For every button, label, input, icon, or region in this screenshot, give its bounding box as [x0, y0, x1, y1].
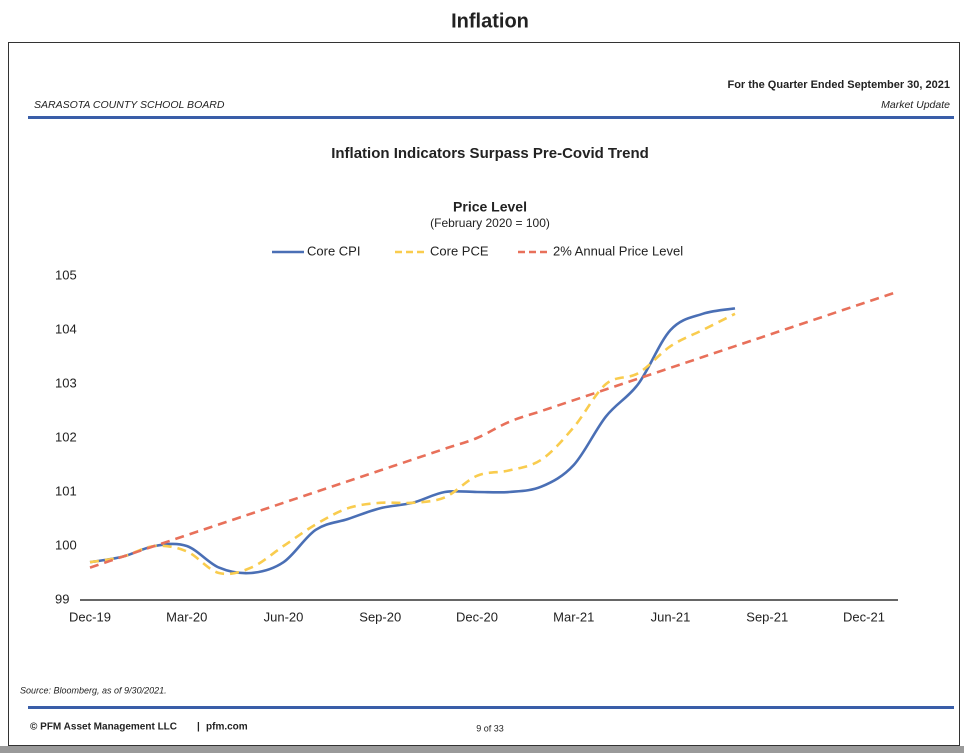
- legend-label: 2% Annual Price Level: [553, 243, 683, 258]
- footer-rule: [28, 706, 954, 709]
- x-tick-label: Sep-21: [746, 609, 788, 624]
- source: Source: Bloomberg, as of 9/30/2021.: [20, 685, 167, 695]
- x-tick-label: Jun-20: [264, 609, 304, 624]
- header-rule: [28, 116, 954, 119]
- x-tick-label: Dec-21: [843, 609, 885, 624]
- client: SARASOTA COUNTY SCHOOL BOARD: [34, 99, 225, 111]
- x-tick-label: Mar-21: [553, 609, 594, 624]
- frame: [8, 42, 960, 746]
- page-number: 9 of 33: [476, 723, 504, 733]
- y-tick-label: 105: [55, 267, 77, 282]
- x-tick-label: Jun-21: [651, 609, 691, 624]
- bottom-bar: [0, 746, 964, 753]
- series-line: [89, 290, 897, 569]
- x-tick-label: Dec-20: [456, 609, 498, 624]
- legend-label: Core CPI: [307, 243, 360, 258]
- chart-subtitle: Price Level: [453, 199, 527, 215]
- series-line: [89, 312, 736, 576]
- series-line: [89, 307, 736, 575]
- quarter: For the Quarter Ended September 30, 2021: [727, 79, 950, 91]
- y-tick-label: 102: [55, 429, 77, 444]
- y-tick-label: 103: [55, 375, 77, 390]
- y-tick-label: 104: [55, 321, 77, 336]
- separator: |: [197, 722, 200, 733]
- legend-label: Core PCE: [430, 243, 489, 258]
- x-tick-label: Dec-19: [69, 609, 111, 624]
- x-tick-label: Mar-20: [166, 609, 207, 624]
- section: Market Update: [881, 99, 950, 111]
- company: © PFM Asset Management LLC: [30, 722, 177, 733]
- y-tick-label: 99: [55, 591, 69, 606]
- x-tick-label: Sep-20: [359, 609, 401, 624]
- chart-note: (February 2020 = 100): [430, 216, 550, 230]
- page-title: Inflation: [451, 10, 529, 32]
- site: pfm.com: [206, 722, 248, 733]
- y-tick-label: 101: [55, 483, 77, 498]
- chart-title: Inflation Indicators Surpass Pre-Covid T…: [331, 145, 649, 162]
- y-tick-label: 100: [55, 537, 77, 552]
